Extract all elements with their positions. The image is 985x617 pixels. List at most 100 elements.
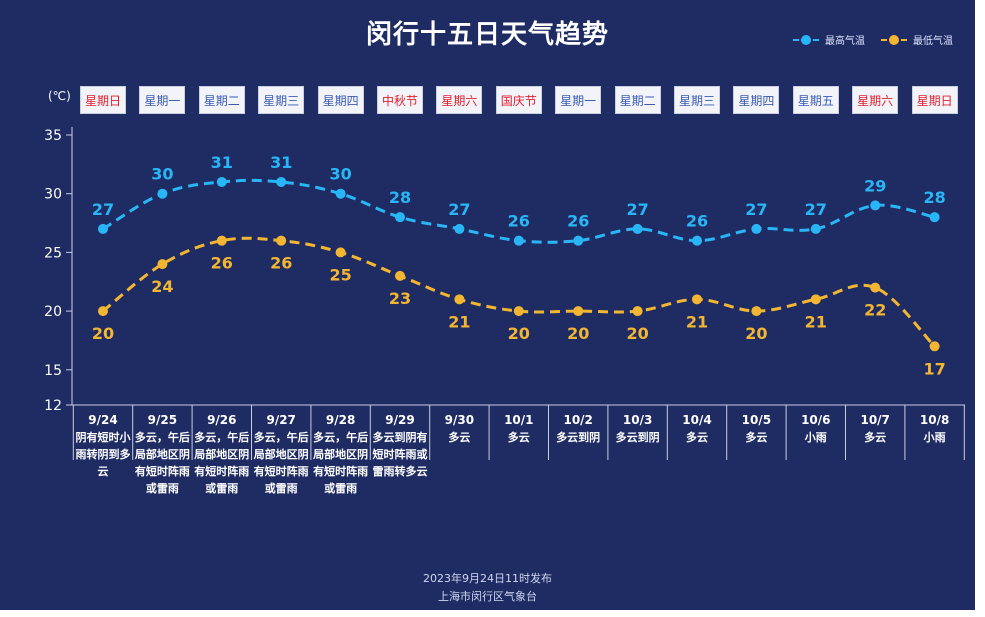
data-point-low bbox=[929, 341, 940, 352]
data-point-high bbox=[810, 223, 821, 234]
legend-item-high[interactable]: 最高气温 bbox=[793, 32, 865, 47]
data-label-high: 26 bbox=[567, 212, 589, 231]
data-label-low: 17 bbox=[923, 359, 945, 378]
y-tick-label: 35 bbox=[44, 128, 62, 144]
data-point-low bbox=[513, 306, 524, 317]
weekday-label: 中秋节 bbox=[377, 86, 423, 114]
day-column: 10/8 小雨 bbox=[906, 412, 964, 446]
x-tick-label: 10/3 bbox=[622, 413, 653, 427]
legend-item-low[interactable]: 最低气温 bbox=[881, 32, 953, 47]
data-label-low: 21 bbox=[448, 312, 470, 331]
data-label-high: 27 bbox=[626, 200, 648, 219]
data-point-high bbox=[870, 200, 881, 211]
weekday-label: 星期日 bbox=[80, 86, 126, 114]
data-point-high bbox=[157, 188, 168, 199]
data-label-low: 21 bbox=[805, 312, 827, 331]
issuing-organization: 上海市闵行区气象台 bbox=[438, 590, 537, 603]
data-label-low: 20 bbox=[92, 324, 114, 343]
data-label-low: 25 bbox=[329, 265, 351, 284]
y-tick-label: 15 bbox=[44, 363, 62, 379]
data-point-high bbox=[751, 223, 762, 234]
legend: 最高气温 最低气温 bbox=[793, 32, 953, 47]
x-tick-label: 9/30 bbox=[444, 413, 475, 427]
weather-description: 多云到阴有短时阵雨或雷雨转多云 bbox=[372, 431, 428, 478]
data-point-high bbox=[929, 212, 940, 223]
weekday-label: 国庆节 bbox=[495, 86, 542, 114]
weather-description: 小雨 bbox=[923, 431, 946, 444]
data-point-low bbox=[692, 294, 702, 305]
data-label-low: 23 bbox=[389, 289, 411, 308]
data-label-low: 20 bbox=[567, 324, 589, 343]
x-tick-label: 9/26 bbox=[207, 413, 237, 427]
temperature-chart: 12 15 20 25 30 35 27 30 31 31 30 28 27 26 26 27 26 27 27 29… bbox=[44, 127, 965, 460]
legend-marker-high bbox=[793, 34, 819, 45]
weekday-label: 星期四 bbox=[733, 86, 780, 114]
weekday-label: 星期一 bbox=[555, 86, 602, 114]
data-label-high: 27 bbox=[805, 200, 827, 219]
day-column: 10/3 多云到阴 bbox=[609, 412, 667, 446]
data-label-high: 30 bbox=[151, 165, 173, 184]
day-column: 10/4 多云 bbox=[668, 412, 726, 446]
data-label-low: 20 bbox=[508, 324, 530, 343]
data-point-low bbox=[157, 259, 168, 270]
data-point-low bbox=[395, 270, 405, 281]
day-column: 9/27 多云，午后局部地区阴有短时阵雨或雷雨 bbox=[252, 412, 310, 497]
x-tick-label: 9/28 bbox=[325, 413, 356, 427]
day-column: 9/29 多云到阴有短时阵雨或雷雨转多云 bbox=[371, 412, 429, 480]
day-column: 10/5 多云 bbox=[727, 412, 785, 446]
y-axis-unit: (℃) bbox=[48, 89, 71, 103]
x-tick-label: 10/8 bbox=[919, 413, 950, 427]
day-column: 10/7 多云 bbox=[846, 412, 904, 446]
data-label-high: 31 bbox=[211, 153, 233, 172]
weekday-label: 星期六 bbox=[436, 86, 483, 114]
weekday-label: 星期二 bbox=[198, 86, 245, 114]
x-tick-label: 10/2 bbox=[563, 413, 593, 427]
weather-description: 多云，午后局部地区阴有短时阵雨或雷雨 bbox=[134, 431, 190, 495]
data-point-low bbox=[98, 306, 108, 317]
data-label-low: 24 bbox=[151, 277, 173, 296]
data-label-low: 26 bbox=[211, 254, 233, 273]
weekday-row: 星期日 星期一 星期二 星期三 星期四 中秋节 星期六 国庆节 星期一 星期二 星期三 星期四 星期五星… bbox=[0, 0, 975, 130]
data-point-high bbox=[632, 223, 643, 234]
data-point-high bbox=[454, 223, 465, 234]
x-tick-label: 10/4 bbox=[682, 413, 712, 427]
data-label-high: 28 bbox=[923, 188, 945, 207]
data-point-high bbox=[216, 176, 227, 187]
legend-marker-low bbox=[881, 34, 907, 45]
data-point-low bbox=[810, 294, 821, 305]
legend-label-low: 最低气温 bbox=[913, 36, 953, 47]
weekday-label: 星期一 bbox=[139, 86, 186, 114]
data-label-high: 31 bbox=[270, 153, 292, 172]
data-label-low: 22 bbox=[864, 301, 886, 320]
data-label-high: 27 bbox=[92, 200, 114, 219]
data-point-low bbox=[276, 235, 287, 246]
data-point-low bbox=[632, 306, 643, 317]
data-label-high: 26 bbox=[686, 212, 708, 231]
data-label-high: 26 bbox=[508, 212, 530, 231]
data-label-low: 26 bbox=[270, 254, 292, 273]
data-point-high bbox=[692, 235, 702, 246]
weather-description: 多云 bbox=[507, 431, 530, 444]
data-point-high bbox=[395, 212, 405, 223]
forecast-card: 闵行十五日天气趋势 最高气温 最低气温 (℃) 星期日 星期一 星期二 星期三 星期四中… bbox=[0, 0, 975, 610]
weather-description: 多云到阴 bbox=[615, 431, 660, 444]
x-tick-label: 10/1 bbox=[504, 413, 534, 427]
data-label-low: 21 bbox=[686, 312, 708, 331]
data-label-low: 20 bbox=[626, 324, 648, 343]
data-point-high bbox=[98, 223, 108, 234]
issue-time: 2023年9月24日11时发布 bbox=[423, 572, 552, 585]
weekday-label: 星期三 bbox=[674, 86, 720, 114]
x-tick-label: 10/7 bbox=[860, 413, 890, 427]
day-column: 10/2 多云到阴 bbox=[549, 412, 607, 446]
weather-description: 多云 bbox=[864, 431, 887, 444]
weather-description: 多云 bbox=[686, 431, 708, 444]
data-label-high: 28 bbox=[389, 188, 411, 207]
data-label-low: 20 bbox=[745, 324, 767, 343]
data-label-high: 27 bbox=[745, 200, 767, 219]
data-point-low bbox=[216, 235, 227, 246]
data-point-low bbox=[573, 306, 584, 317]
y-tick-label: 25 bbox=[44, 245, 62, 261]
day-column: 9/28 多云，午后局部地区阴有短时阵雨或雷雨 bbox=[312, 412, 370, 497]
day-column: 10/1 多云 bbox=[490, 412, 548, 446]
weather-description: 小雨 bbox=[804, 431, 827, 444]
